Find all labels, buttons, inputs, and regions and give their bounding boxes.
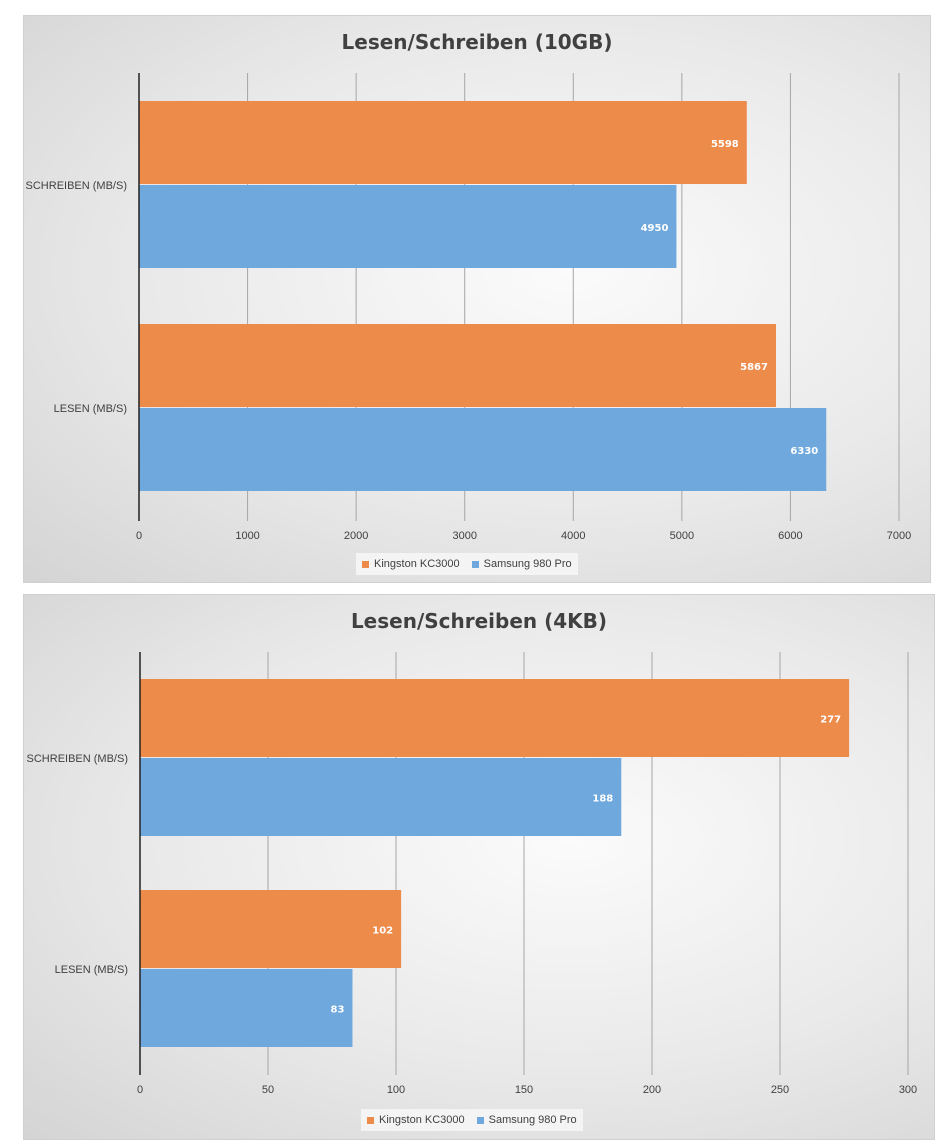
- x-tick-label: 1000: [235, 530, 259, 542]
- x-tick-label: 300: [899, 1084, 917, 1096]
- data-label: 277: [820, 715, 841, 726]
- legend-swatch-icon: [476, 1116, 484, 1124]
- x-tick-label: 4000: [561, 530, 585, 542]
- legend-swatch-icon: [471, 560, 479, 568]
- legend-label: Kingston KC3000: [379, 1114, 465, 1126]
- x-tick-label: 250: [771, 1084, 789, 1096]
- y-category-label: SCHREIBEN (MB/S): [27, 753, 128, 765]
- bar-samsung: [139, 408, 827, 491]
- x-tick-label: 6000: [778, 530, 802, 542]
- legend: Kingston KC3000 Samsung 980 Pro: [356, 553, 578, 575]
- chart-panel-10gb: Lesen/Schreiben (10GB) 0 1000 2000 3000 4000…: [23, 15, 931, 583]
- x-tick-label: 50: [262, 1084, 274, 1096]
- chart-panel-4kb: Lesen/Schreiben (4KB) 0 50 100 150 200 250 300…: [23, 594, 935, 1140]
- legend-swatch-icon: [362, 560, 369, 568]
- bar-kingston: [139, 324, 776, 407]
- x-tick-label: 5000: [670, 530, 694, 542]
- chart-title: Lesen/Schreiben (10GB): [341, 30, 613, 54]
- bar-samsung: [139, 185, 677, 268]
- data-label: 4950: [641, 223, 669, 234]
- y-category-label: SCHREIBEN (MB/S): [26, 180, 127, 192]
- legend-item-samsung: Samsung 980 Pro: [471, 558, 572, 570]
- legend-swatch-icon: [367, 1116, 374, 1124]
- legend-item-kingston: Kingston KC3000: [362, 558, 460, 570]
- data-label: 5867: [740, 362, 768, 373]
- data-label: 102: [372, 926, 393, 937]
- x-tick-label: 7000: [887, 530, 911, 542]
- bar-samsung: [140, 758, 622, 836]
- data-label: 5598: [711, 139, 739, 150]
- bar-samsung: [140, 969, 353, 1047]
- legend-item-samsung: Samsung 980 Pro: [476, 1114, 577, 1126]
- bar-kingston: [140, 890, 402, 968]
- bar-kingston: [140, 679, 850, 757]
- bar-kingston: [139, 101, 747, 184]
- x-tick-label: 3000: [452, 530, 476, 542]
- legend-label: Samsung 980 Pro: [483, 558, 572, 570]
- chart-10gb: 0 1000 2000 3000 4000 5000 6000 7000 5598 4950 SCH…: [26, 73, 911, 542]
- chart-title: Lesen/Schreiben (4KB): [350, 609, 608, 633]
- x-tick-label: 100: [387, 1084, 405, 1096]
- x-tick-label: 0: [137, 1084, 143, 1096]
- legend-item-kingston: Kingston KC3000: [367, 1114, 465, 1126]
- x-tick-label: 150: [515, 1084, 533, 1096]
- x-tick-label: 200: [643, 1084, 661, 1096]
- data-label: 188: [592, 794, 613, 805]
- legend-label: Samsung 980 Pro: [488, 1114, 577, 1126]
- y-category-label: LESEN (MB/S): [55, 964, 128, 976]
- data-label: 6330: [790, 446, 818, 457]
- legend: Kingston KC3000 Samsung 980 Pro: [361, 1109, 583, 1131]
- x-tick-label: 2000: [344, 530, 368, 542]
- chart-4kb: 0 50 100 150 200 250 300 277 188 SCHREIBEN (MB/S)…: [27, 652, 917, 1096]
- legend-label: Kingston KC3000: [374, 558, 460, 570]
- x-tick-label: 0: [136, 530, 142, 542]
- y-category-label: LESEN (MB/S): [54, 403, 127, 415]
- data-label: 83: [331, 1005, 345, 1016]
